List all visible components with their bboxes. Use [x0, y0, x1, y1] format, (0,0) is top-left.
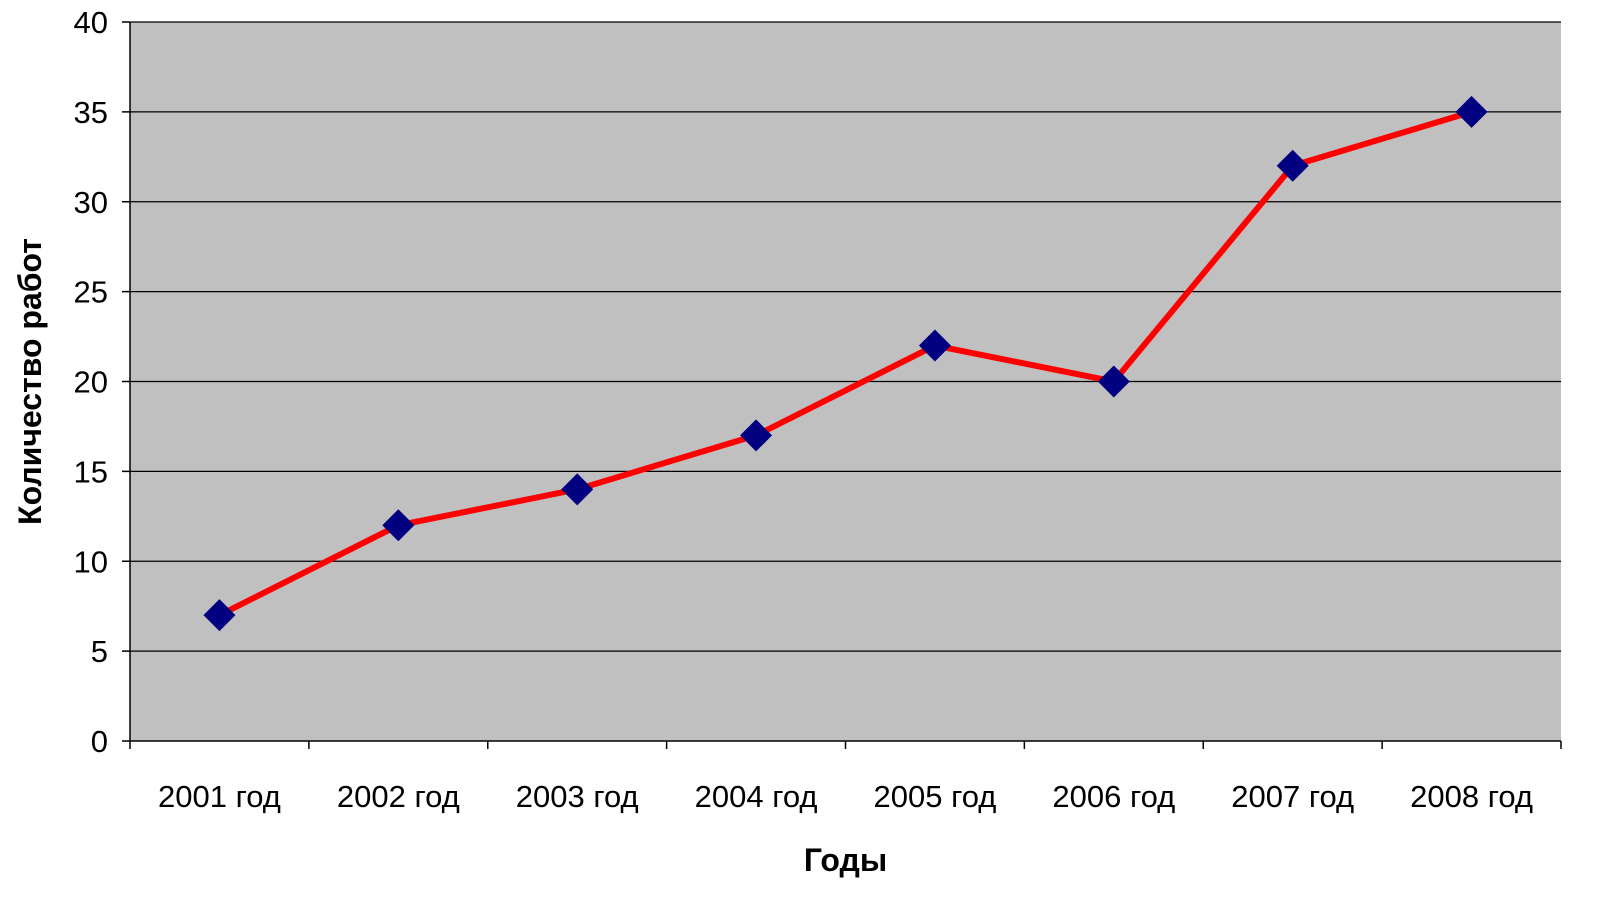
- data-point-marker: [1097, 365, 1130, 398]
- data-point-marker: [1276, 149, 1309, 182]
- gridlines: [130, 21, 1561, 652]
- y-axis-title: Количество работ: [12, 238, 48, 525]
- data-point-marker: [918, 329, 951, 362]
- y-tick-label: 25: [74, 275, 108, 310]
- y-tick-label: 5: [91, 634, 108, 669]
- x-tick-label: 2005 год: [874, 779, 997, 814]
- x-tick-label: 2003 год: [516, 779, 639, 814]
- x-tick-label: 2006 год: [1052, 779, 1175, 814]
- x-tick-label: 2002 год: [337, 779, 460, 814]
- data-point-marker: [203, 599, 236, 632]
- x-tick-label: 2008 год: [1410, 779, 1533, 814]
- series-layer: [203, 95, 1488, 632]
- x-tick-label: 2004 год: [695, 779, 818, 814]
- y-tick-labels: 0 5 10 15 20 25 30 35 40: [74, 5, 108, 759]
- y-tick-label: 0: [91, 724, 108, 759]
- y-tick-label: 15: [74, 454, 108, 489]
- y-tick-label: 40: [74, 5, 108, 40]
- data-point-marker: [561, 473, 594, 506]
- series-line: [216, 108, 1475, 619]
- x-tick-label: 2007 год: [1231, 779, 1354, 814]
- data-point-marker: [1455, 95, 1488, 128]
- y-tick-label: 35: [74, 95, 108, 130]
- y-tick-label: 20: [74, 365, 108, 400]
- x-tick-label: 2001 год: [158, 779, 281, 814]
- x-tick-labels: 2001 год 2002 год 2003 год 2004 год 2005 год…: [158, 779, 1533, 814]
- x-axis-ticks: [129, 741, 1562, 749]
- data-point-marker: [382, 509, 415, 542]
- data-point-marker: [740, 419, 773, 452]
- y-axis-ticks: [122, 21, 130, 742]
- x-axis-title: Годы: [804, 842, 887, 878]
- y-tick-label: 30: [74, 185, 108, 220]
- y-tick-label: 10: [74, 544, 108, 579]
